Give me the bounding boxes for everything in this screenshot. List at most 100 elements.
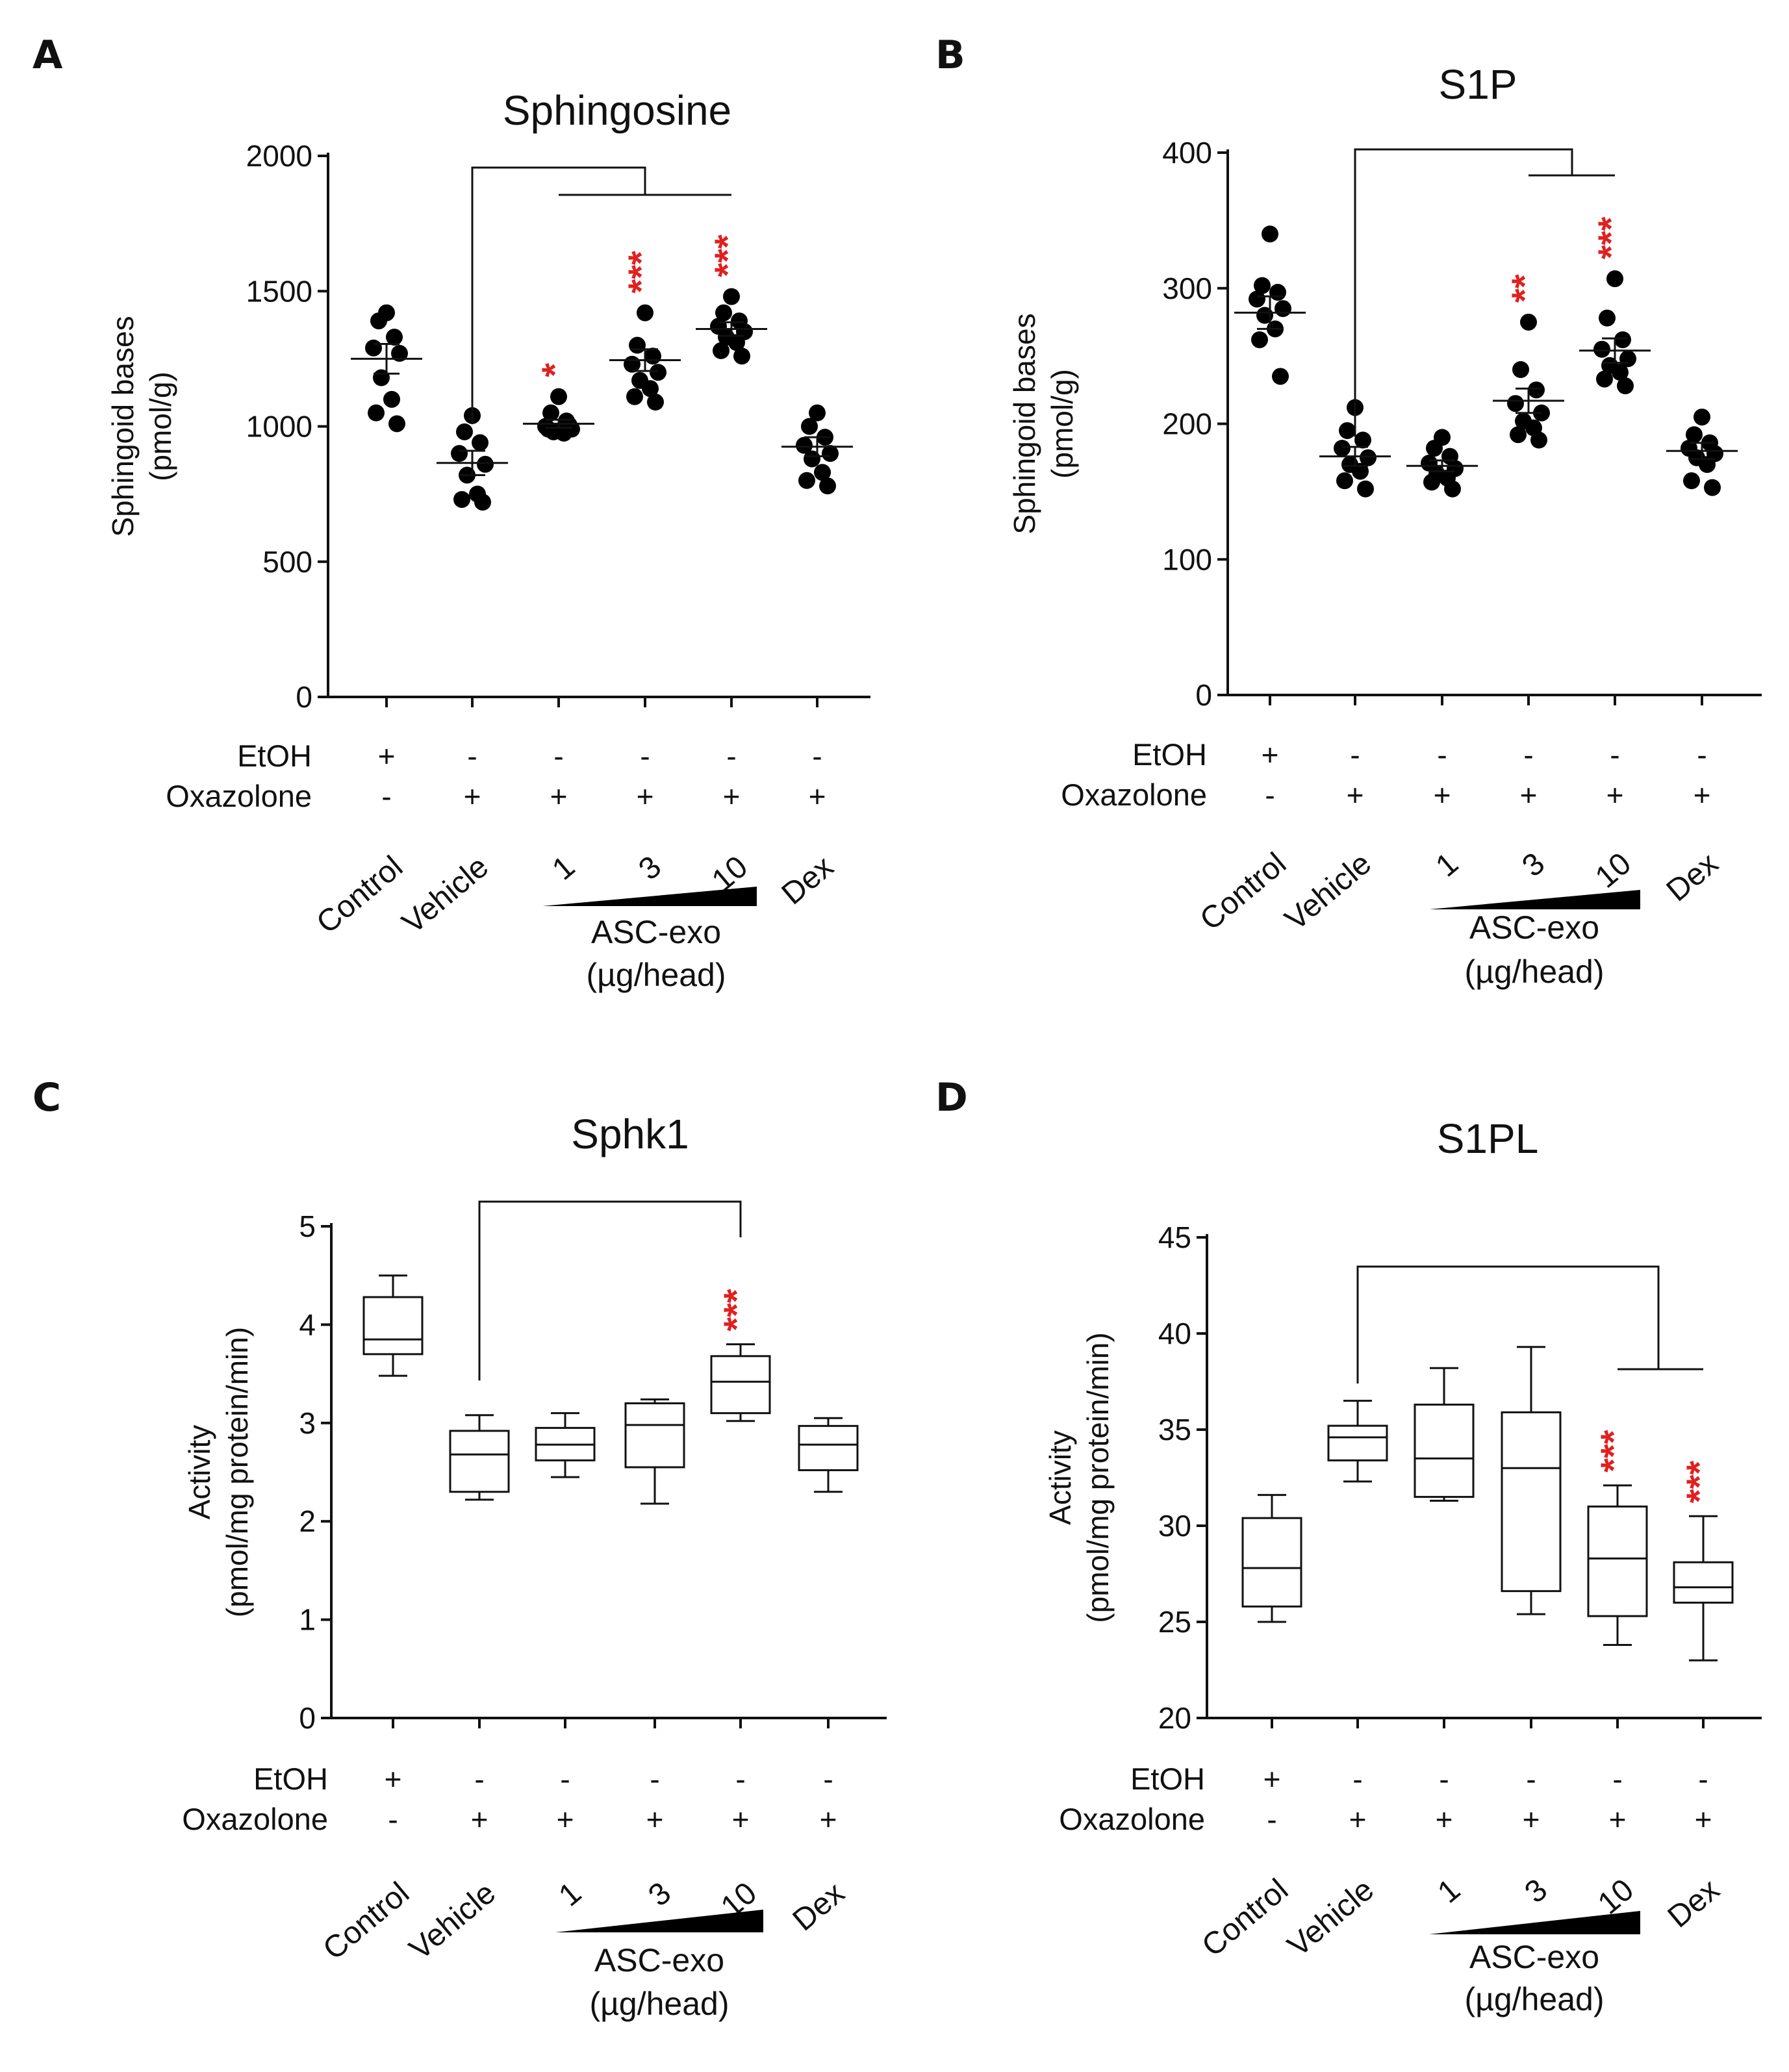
data-point — [1704, 479, 1721, 496]
box — [449, 1430, 510, 1493]
y-tick-label: 400 — [1162, 136, 1212, 170]
comparison-bracket — [1356, 1265, 1660, 1383]
group-label-line2: (µg/head) — [589, 1986, 729, 2022]
etoh-sign: - — [650, 1762, 659, 1796]
etoh-sign: - — [735, 1762, 745, 1796]
data-point — [1272, 368, 1289, 385]
etoh-sign: - — [823, 1762, 833, 1796]
category-label: 10 — [1589, 846, 1638, 895]
category-label: Dex — [776, 850, 840, 911]
etoh-sign: - — [1523, 738, 1533, 772]
category-label: Dex — [787, 1876, 851, 1938]
y-tick-label: 0 — [1195, 678, 1212, 712]
box — [1414, 1404, 1475, 1498]
row-label-oxazolone: Oxazolone — [166, 779, 312, 813]
etoh-sign: - — [560, 1762, 570, 1796]
etoh-sign: - — [1439, 1762, 1449, 1796]
data-point — [1336, 472, 1353, 490]
significance-stars: *** — [620, 251, 661, 294]
group-label-line2: (µg/head) — [1464, 1981, 1604, 2017]
y-axis-label-line: (pmol/mg protein/min) — [1081, 1332, 1115, 1623]
data-point — [391, 345, 408, 362]
data-point — [796, 436, 813, 454]
data-point — [550, 388, 567, 405]
chart-title-c: Sphk1 — [571, 1111, 689, 1157]
y-axis-label-line: Activity — [1043, 1430, 1077, 1525]
category-label: Dex — [1662, 1873, 1726, 1934]
significance-stars: ** — [1504, 274, 1545, 303]
data-point — [456, 423, 473, 440]
category-label: 1 — [1432, 1873, 1467, 1910]
data-point — [1352, 462, 1369, 480]
data-point — [637, 304, 653, 322]
row-label-etoh: EtOH — [253, 1762, 328, 1796]
oxazolone-sign: + — [1695, 1802, 1712, 1836]
oxazolone-sign: - — [1265, 778, 1275, 812]
row-label-etoh: EtOH — [237, 739, 312, 773]
box — [1501, 1411, 1562, 1593]
data-point — [798, 472, 815, 489]
oxazolone-sign: + — [471, 1802, 488, 1836]
y-tick-label: 0 — [296, 680, 312, 714]
data-point — [626, 388, 643, 405]
y-tick-label: 2 — [299, 1504, 316, 1538]
etoh-sign: - — [553, 739, 563, 773]
oxazolone-sign: + — [1606, 778, 1624, 812]
oxazolone-sign: + — [646, 1802, 664, 1836]
data-point — [1269, 284, 1286, 301]
oxazolone-sign: + — [1349, 1802, 1367, 1836]
data-point — [642, 380, 659, 398]
group-label-line1: ASC-exo — [591, 914, 721, 950]
category-label: Control — [310, 850, 409, 941]
data-point — [1423, 474, 1440, 491]
significance-stars: *** — [716, 1289, 757, 1332]
data-point — [1507, 395, 1524, 412]
data-point — [1262, 225, 1278, 243]
group-label-line1: ASC-exo — [594, 1942, 724, 1978]
data-point — [723, 288, 740, 305]
category-label: 3 — [633, 850, 668, 887]
data-point — [1334, 440, 1351, 457]
panel-letter-b: B — [935, 32, 965, 78]
y-tick-label: 30 — [1158, 1509, 1191, 1543]
y-tick-label: 4 — [299, 1308, 316, 1341]
group-label-line1: ASC-exo — [1469, 1939, 1599, 1975]
box — [1587, 1505, 1648, 1617]
data-point — [801, 418, 818, 435]
category-label: Vehicle — [1278, 846, 1378, 937]
data-point — [822, 445, 839, 462]
oxazolone-sign: - — [388, 1802, 398, 1836]
oxazolone-sign: + — [1436, 1802, 1453, 1836]
data-point — [383, 390, 400, 408]
oxazolone-sign: + — [1347, 778, 1364, 812]
oxazolone-sign: + — [1523, 1802, 1540, 1836]
significance-stars: *** — [1593, 1430, 1634, 1472]
oxazolone-sign: - — [381, 779, 391, 813]
y-tick-label: 35 — [1158, 1413, 1191, 1447]
y-tick-label: 100 — [1162, 542, 1212, 576]
dose-wedge-a — [542, 887, 757, 906]
data-point — [1528, 381, 1545, 399]
chart-title-d: S1PL — [1437, 1115, 1539, 1162]
category-label: Dex — [1660, 846, 1725, 908]
data-point — [1339, 422, 1356, 439]
panel-a: A Sphingosine Sphingoid bases (pmol/g) 0 500 1… — [32, 32, 870, 993]
data-point — [1360, 449, 1377, 466]
comparison-bracket — [471, 166, 646, 425]
oxazolone-sign: + — [550, 779, 568, 813]
y-tick-label: 1500 — [246, 274, 312, 308]
data-point — [1614, 331, 1631, 349]
y-tick-label: 1000 — [246, 410, 312, 444]
oxazolone-sign: + — [1520, 778, 1538, 812]
data-point — [561, 416, 577, 434]
data-point — [1510, 426, 1527, 444]
box — [1241, 1517, 1302, 1608]
y-axis-label-line: (pmol/mg protein/min) — [220, 1327, 254, 1617]
data-point — [451, 445, 468, 462]
y-tick-label: 40 — [1158, 1317, 1191, 1350]
y-tick-label: 45 — [1158, 1220, 1191, 1254]
y-tick-label: 3 — [299, 1406, 316, 1440]
data-point — [542, 404, 559, 422]
y-tick-label: 0 — [299, 1701, 316, 1735]
data-point — [368, 404, 385, 422]
